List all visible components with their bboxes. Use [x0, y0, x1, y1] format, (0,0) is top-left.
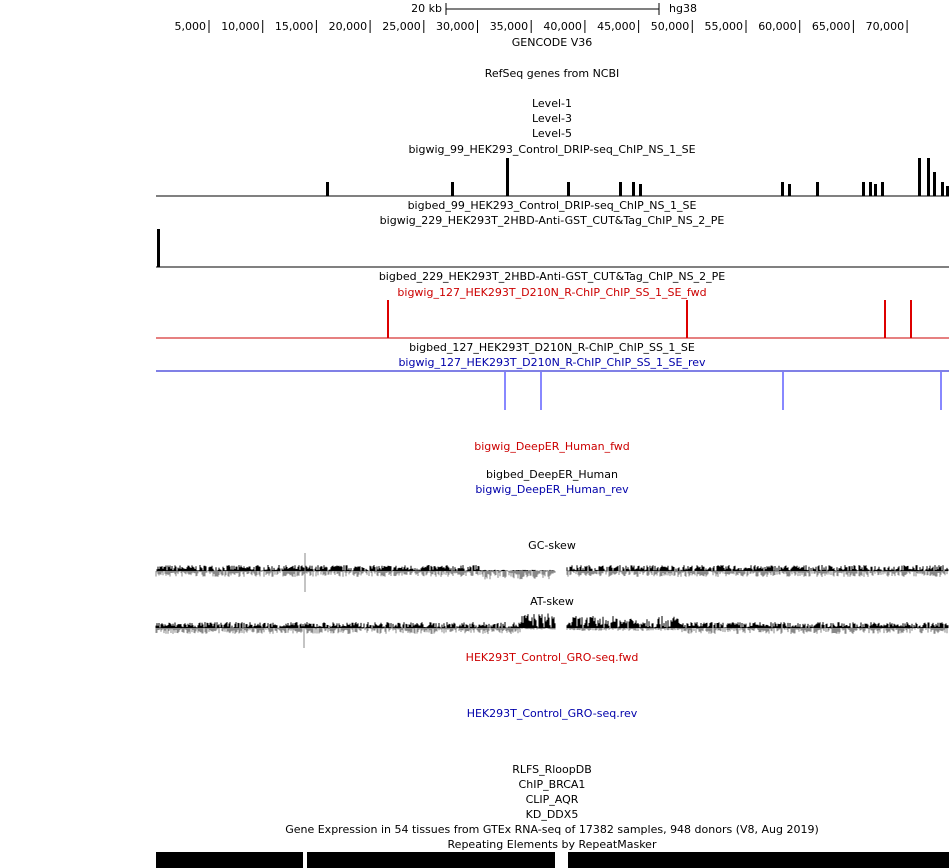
ruler-tick-label: 10,000	[221, 20, 260, 33]
track-label: bigwig_99_HEK293_Control_DRIP-seq_ChIP_N…	[408, 143, 695, 156]
repeat-block	[307, 852, 555, 868]
track-label: bigbed_99_HEK293_Control_DRIP-seq_ChIP_N…	[408, 199, 697, 212]
skew-positive	[155, 613, 949, 628]
signal-peak	[632, 182, 635, 196]
ruler-tick-label: 35,000	[490, 20, 529, 33]
signal-peak	[910, 300, 912, 338]
ruler-tick-label: 15,000	[275, 20, 314, 33]
signal-peak	[933, 172, 936, 196]
signal-peak	[157, 229, 160, 267]
ruler-tick-label: 30,000	[436, 20, 475, 33]
signal-peak	[862, 182, 865, 196]
track-label: KD_DDX5	[526, 808, 579, 821]
track-label: bigwig_127_HEK293T_D210N_R-ChIP_ChIP_SS_…	[397, 286, 706, 299]
signal-peak	[619, 182, 622, 196]
track-label: AT-skew	[530, 595, 574, 608]
scale-label: 20 kb	[411, 2, 442, 15]
ruler-tick-label: 60,000	[758, 20, 797, 33]
ruler-tick-label: 50,000	[651, 20, 690, 33]
skew-negative	[155, 628, 949, 634]
assembly-label: hg38	[669, 2, 697, 15]
signal-peak	[686, 300, 688, 338]
track-label: bigwig_DeepER_Human_fwd	[474, 440, 629, 453]
track-label: RLFS_RloopDB	[512, 763, 592, 776]
signal-peak	[940, 372, 942, 410]
signal-peak	[941, 182, 944, 196]
signal-peak	[387, 300, 389, 338]
signal-peak	[781, 182, 784, 196]
track-label: HEK293T_Control_GRO-seq.rev	[467, 707, 638, 720]
track-label: bigwig_229_HEK293T_2HBD-Anti-GST_CUT&Tag…	[380, 214, 725, 227]
signal-peak	[326, 182, 329, 196]
signal-peak	[639, 184, 642, 196]
repeat-block	[156, 852, 303, 868]
signal-peak	[927, 158, 930, 196]
signal-peak	[881, 182, 884, 196]
track-label: bigbed_127_HEK293T_D210N_R-ChIP_ChIP_SS_…	[409, 341, 695, 354]
signal-peak	[451, 182, 454, 196]
ruler-tick-label: 5,000	[175, 20, 207, 33]
track-label: CLIP_AQR	[526, 793, 579, 806]
signal-peak	[506, 158, 509, 196]
repeat-block	[568, 852, 949, 868]
track-label: Level-1	[532, 97, 572, 110]
signal-peak	[874, 184, 877, 196]
ruler-tick-label: 20,000	[329, 20, 368, 33]
track-label: Level-5	[532, 127, 572, 140]
track-label: Repeating Elements by RepeatMasker	[448, 838, 657, 851]
ruler-tick-label: 45,000	[597, 20, 636, 33]
track-label: bigwig_127_HEK293T_D210N_R-ChIP_ChIP_SS_…	[398, 356, 706, 369]
track-label: GC-skew	[528, 539, 576, 552]
ruler-tick-label: 65,000	[812, 20, 851, 33]
ruler-tick-label: 70,000	[866, 20, 905, 33]
signal-peak	[816, 182, 819, 196]
track-label: GENCODE V36	[512, 36, 592, 49]
ruler-tick-label: 40,000	[543, 20, 582, 33]
skew-positive	[156, 565, 949, 571]
track-label: bigbed_229_HEK293T_2HBD-Anti-GST_CUT&Tag…	[379, 270, 725, 283]
track-label: bigwig_DeepER_Human_rev	[475, 483, 629, 496]
track-label: RefSeq genes from NCBI	[485, 67, 620, 80]
signal-peak	[782, 372, 784, 410]
signal-peak	[884, 300, 886, 338]
signal-peak	[946, 186, 949, 196]
track-label: HEK293T_Control_GRO-seq.fwd	[466, 651, 639, 664]
signal-peak	[540, 372, 542, 410]
signal-peak	[869, 182, 872, 196]
skew-negative	[155, 571, 949, 580]
ruler-tick-label: 25,000	[382, 20, 421, 33]
signal-peak	[788, 184, 791, 196]
track-label: Level-3	[532, 112, 572, 125]
signal-peak	[567, 182, 570, 196]
signal-peak	[918, 158, 921, 196]
track-label: bigbed_DeepER_Human	[486, 468, 618, 481]
track-label: Gene Expression in 54 tissues from GTEx …	[285, 823, 819, 836]
signal-peak	[504, 372, 506, 410]
ruler-tick-label: 55,000	[705, 20, 744, 33]
track-label: ChIP_BRCA1	[519, 778, 586, 791]
